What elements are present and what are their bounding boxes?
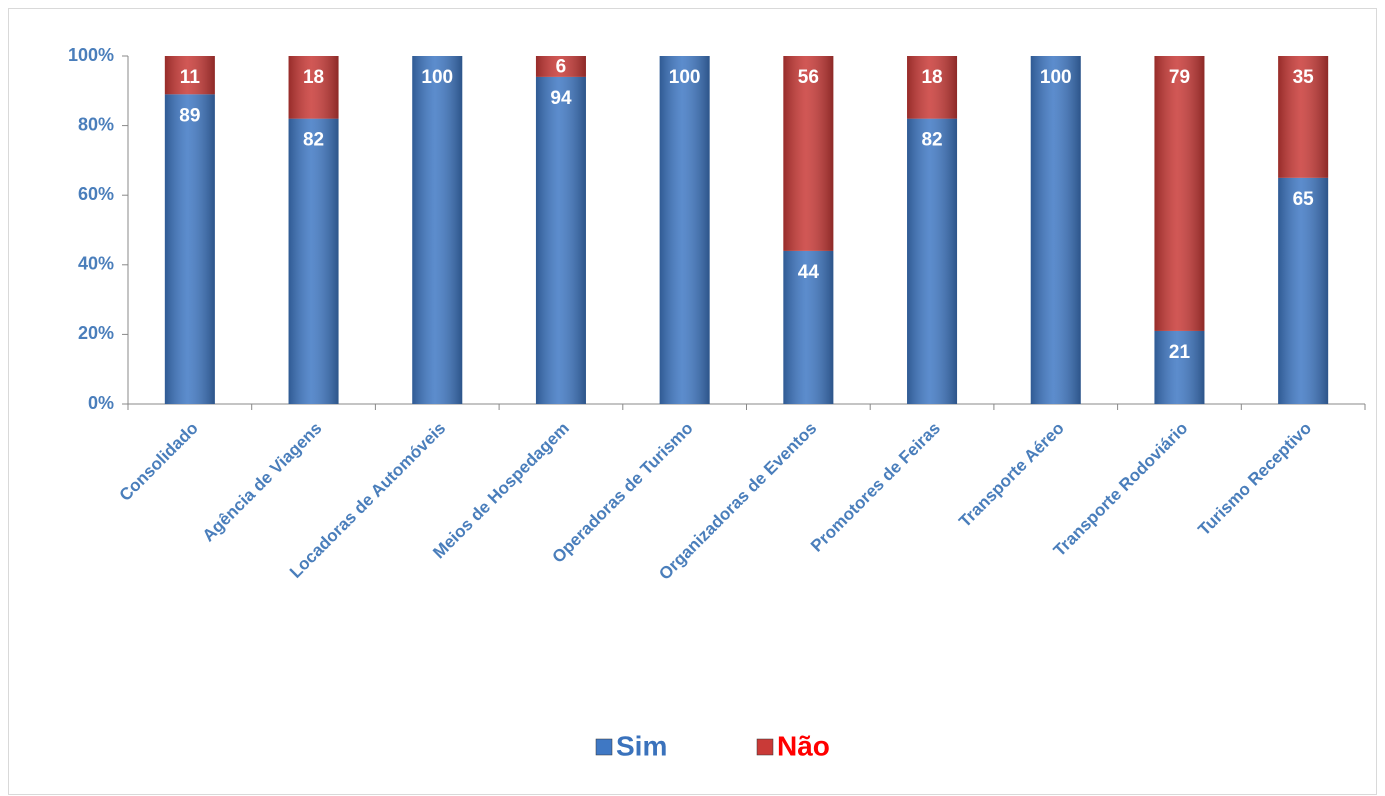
data-label: 100	[669, 67, 701, 88]
data-label: 18	[303, 67, 324, 88]
y-tick-label: 100%	[68, 45, 114, 65]
data-label: 65	[1293, 189, 1315, 210]
x-tick-label: Turismo Receptivo	[1194, 419, 1315, 540]
data-label: 18	[921, 67, 942, 88]
data-label: 94	[550, 88, 572, 109]
bar-shine	[783, 56, 834, 251]
x-tick-label: Operadoras de Turismo	[548, 419, 696, 567]
bar-shine	[1278, 177, 1329, 404]
bar-shine	[659, 56, 710, 404]
bar-shine	[907, 56, 958, 119]
y-tick-label: 40%	[78, 254, 114, 274]
bar-shine	[288, 56, 339, 119]
bar-shine	[1154, 330, 1205, 404]
x-tick-label: Agência de Viagens	[199, 419, 326, 546]
data-label: 100	[421, 67, 453, 88]
bar-shine	[1154, 56, 1205, 331]
x-tick-label: Consolidado	[116, 419, 202, 505]
legend-swatch	[595, 738, 613, 756]
data-label: 6	[556, 56, 567, 77]
data-label: 44	[798, 262, 820, 283]
data-label: 100	[1040, 67, 1072, 88]
bar-shine	[907, 118, 958, 404]
legend-label: Não	[777, 730, 830, 761]
data-label: 79	[1169, 67, 1190, 88]
bar-shine	[288, 118, 339, 404]
x-tick-label: Transporte Aéreo	[955, 419, 1068, 532]
data-label: 35	[1293, 67, 1315, 88]
data-label: 56	[798, 67, 819, 88]
data-label: 82	[921, 130, 942, 151]
bar-shine	[535, 76, 586, 404]
y-tick-label: 80%	[78, 114, 114, 134]
data-label: 21	[1169, 342, 1191, 363]
data-label: 11	[180, 67, 201, 88]
chart-border	[8, 8, 1377, 795]
bar-shine	[1030, 56, 1081, 404]
y-tick-label: 60%	[78, 184, 114, 204]
x-tick-label: Transporte Rodoviário	[1050, 419, 1192, 561]
bar-shine	[535, 56, 586, 77]
data-label: 82	[303, 130, 324, 151]
x-tick-label: Meios de Hospedagem	[429, 419, 573, 563]
y-tick-label: 0%	[88, 393, 114, 413]
y-tick-label: 20%	[78, 323, 114, 343]
data-label: 89	[179, 105, 200, 126]
bar-shine	[783, 250, 834, 404]
bar-shine	[412, 56, 463, 404]
legend-swatch	[756, 738, 774, 756]
bar-shine	[1278, 56, 1329, 178]
x-tick-label: Promotores de Feiras	[807, 419, 944, 556]
bar-shine	[164, 56, 215, 95]
bar-shine	[164, 94, 215, 404]
legend-label: Sim	[616, 730, 667, 761]
